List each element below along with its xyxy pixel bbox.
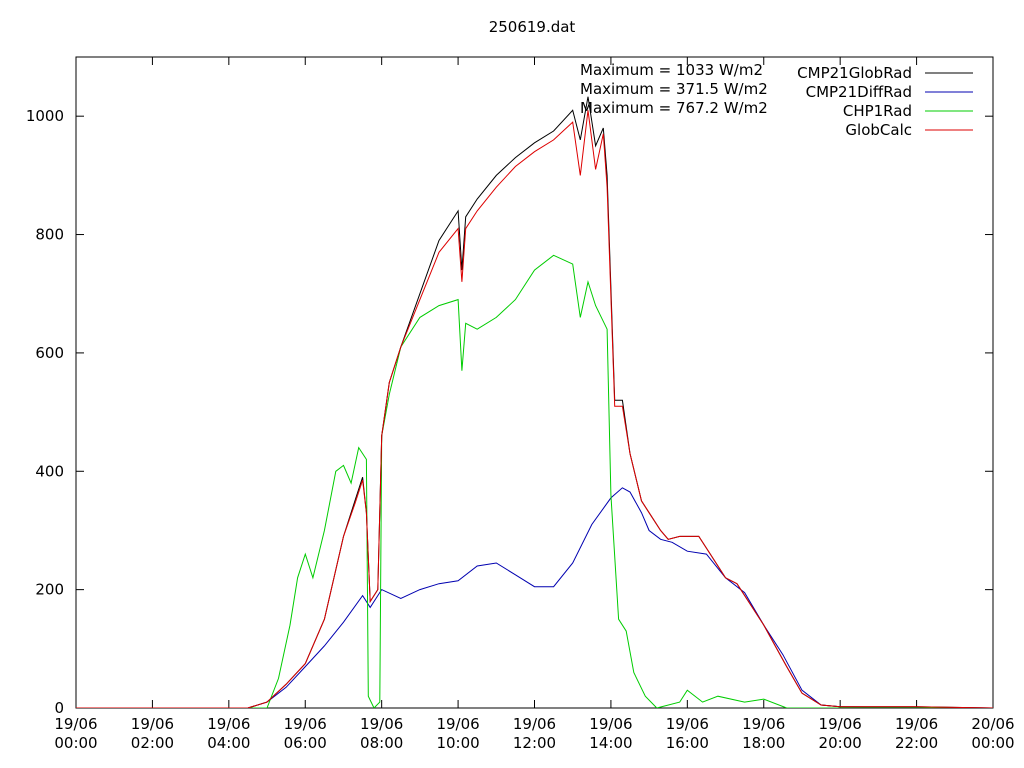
y-tick-label: 0 xyxy=(54,699,64,717)
plot-frame xyxy=(75,56,994,709)
max-annotation: Maximum = 371.5 W/m2 xyxy=(580,80,768,98)
y-tick-label: 600 xyxy=(35,344,64,362)
x-tick-label: 19/06 12:00 xyxy=(513,715,556,752)
legend-label: CHP1Rad xyxy=(843,102,912,120)
x-tick-label: 19/06 18:00 xyxy=(742,715,785,752)
x-tick-label: 19/06 02:00 xyxy=(131,715,174,752)
series-line-cmp21globrad xyxy=(76,96,993,708)
x-tick-label: 19/06 10:00 xyxy=(436,715,479,752)
x-tick-label: 19/06 00:00 xyxy=(54,715,97,752)
y-tick-label: 200 xyxy=(35,581,64,599)
x-tick-label: 19/06 16:00 xyxy=(666,715,709,752)
x-tick-label: 19/06 14:00 xyxy=(589,715,632,752)
x-tick-label: 19/06 04:00 xyxy=(207,715,250,752)
series-line-chp1rad xyxy=(76,254,993,708)
y-tick-label: 1000 xyxy=(26,107,64,125)
legend-label: CMP21DiffRad xyxy=(806,83,912,101)
legend-label: CMP21GlobRad xyxy=(797,64,912,82)
x-tick-label: 19/06 06:00 xyxy=(284,715,327,752)
max-annotation: Maximum = 1033 W/m2 xyxy=(580,61,763,79)
x-tick-label: 19/06 22:00 xyxy=(895,715,938,752)
x-tick-label: 20/06 00:00 xyxy=(971,715,1014,752)
series-line-globcalc xyxy=(76,110,993,708)
legend-label: GlobCalc xyxy=(845,121,912,139)
y-tick-label: 400 xyxy=(35,462,64,480)
x-tick-label: 19/06 20:00 xyxy=(819,715,862,752)
plot-area: 0 200 400 600 800 1000 19/06 00:00 19/06 02:00 19/… xyxy=(26,56,1015,752)
series-line-cmp21diffrad xyxy=(76,487,993,708)
y-tick-label: 800 xyxy=(35,226,64,244)
chart-title: 250619.dat xyxy=(489,18,576,36)
max-annotation: Maximum = 767.2 W/m2 xyxy=(580,99,768,117)
x-tick-label: 19/06 08:00 xyxy=(360,715,403,752)
